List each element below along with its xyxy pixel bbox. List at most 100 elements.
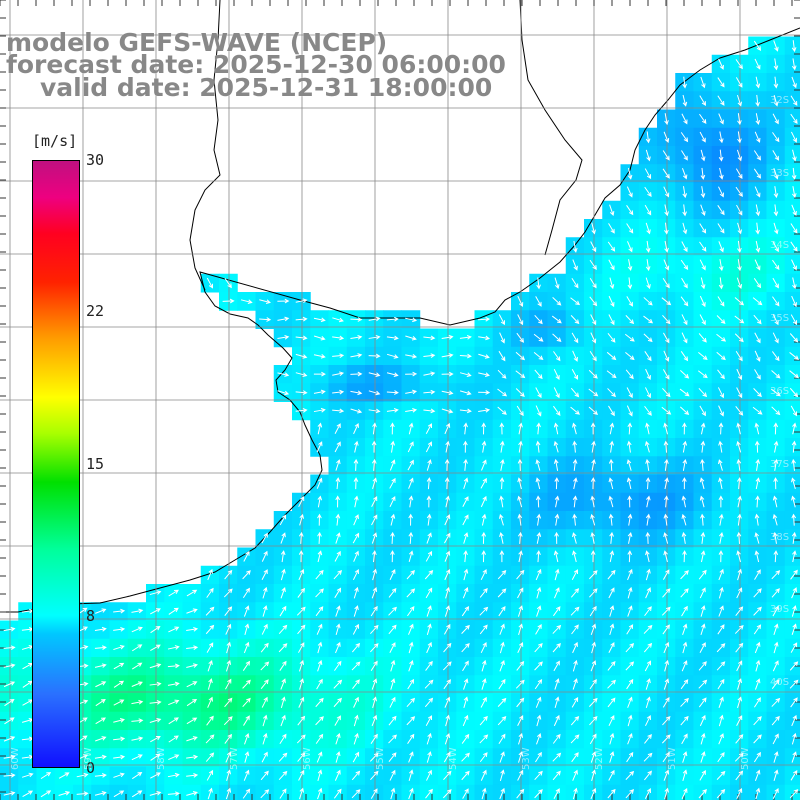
wind-arrow	[554, 696, 560, 709]
wind-arrow	[315, 569, 324, 580]
wind-arrow	[315, 606, 324, 617]
wind-arrow	[58, 772, 70, 779]
wind-arrow	[572, 532, 577, 544]
wind-arrow	[335, 513, 341, 526]
wind-arrow	[426, 623, 432, 636]
wind-arrow	[186, 589, 198, 597]
wind-arrow	[408, 751, 414, 763]
wind-arrow	[662, 314, 671, 325]
wind-arrow	[535, 624, 542, 635]
wind-arrow	[536, 531, 542, 544]
wind-arrow	[645, 277, 651, 290]
wind-arrow	[444, 605, 451, 617]
wind-arrow	[571, 569, 579, 580]
wind-arrow	[131, 662, 143, 670]
wind-arrow	[607, 569, 616, 580]
wind-arrow	[423, 389, 436, 395]
wind-arrow	[624, 333, 635, 342]
wind-arrow	[606, 351, 617, 361]
wind-arrow	[242, 587, 250, 599]
wind-arrow	[499, 495, 504, 508]
wind-arrow	[718, 149, 724, 162]
wind-arrow	[662, 588, 671, 598]
wind-arrow	[207, 678, 213, 690]
wind-arrow	[296, 734, 306, 744]
wind-arrow	[368, 334, 381, 340]
wind-arrow	[699, 223, 707, 234]
wind-arrow	[627, 241, 633, 253]
wind-arrow	[772, 531, 778, 544]
wind-arrow	[224, 733, 233, 744]
wind-arrow	[516, 569, 525, 580]
lon-label-58w: 58W	[156, 747, 167, 770]
wind-arrow	[242, 570, 251, 580]
wind-arrow	[279, 788, 287, 799]
wind-arrow	[789, 789, 799, 799]
wind-arrow	[663, 641, 670, 654]
wind-arrow	[536, 550, 541, 563]
wind-arrow	[295, 353, 308, 359]
wind-arrow	[718, 531, 724, 544]
wind-arrow	[681, 605, 688, 617]
lon-label-55w: 55W	[375, 747, 386, 770]
wind-arrow	[572, 495, 578, 508]
wind-arrow	[481, 678, 487, 690]
wind-arrow	[259, 317, 272, 322]
wind-cell	[784, 292, 800, 311]
wind-arrow	[698, 351, 708, 361]
wind-arrow	[718, 477, 723, 490]
wind-arrow	[426, 769, 432, 781]
wind-arrow	[737, 513, 742, 526]
wind-arrow	[186, 791, 198, 796]
wind-arrow	[295, 390, 308, 395]
wind-arrow	[353, 477, 359, 490]
wind-arrow	[497, 388, 508, 397]
wind-arrow	[609, 277, 615, 290]
wind-arrow	[426, 641, 432, 654]
wind-cell	[784, 657, 800, 676]
wind-arrow	[718, 113, 724, 125]
wind-arrow	[277, 334, 290, 340]
wind-arrow	[499, 531, 504, 544]
wind-arrow	[297, 624, 306, 635]
wind-arrow	[790, 95, 798, 106]
wind-arrow	[95, 681, 107, 688]
wind-arrow	[590, 495, 596, 508]
wind-arrow	[353, 550, 359, 562]
wind-arrow	[462, 587, 469, 599]
wind-arrow	[94, 663, 107, 668]
wind-arrow	[608, 714, 615, 727]
lon-label-60w: 60W	[10, 747, 21, 770]
wind-arrow	[479, 734, 489, 744]
wind-arrow	[718, 550, 724, 563]
wind-arrow	[386, 407, 399, 413]
wind-arrow	[790, 241, 798, 252]
wind-arrow	[222, 298, 235, 304]
wind-arrow	[753, 278, 762, 289]
wind-arrow	[242, 660, 251, 671]
wind-arrow	[644, 788, 651, 800]
wind-arrow	[516, 788, 525, 799]
wind-arrow	[389, 642, 396, 653]
wind-arrow	[408, 659, 414, 672]
wind-arrow	[625, 661, 635, 671]
wind-cell	[784, 36, 800, 56]
wind-arrow	[590, 660, 597, 672]
wind-arrow	[408, 623, 414, 635]
wind-arrow	[664, 222, 669, 235]
wind-cell	[784, 456, 800, 475]
wind-arrow	[534, 789, 543, 799]
wind-cell	[784, 766, 800, 786]
wind-arrow	[3, 791, 16, 796]
wind-arrow	[369, 752, 379, 762]
wind-arrow	[408, 641, 414, 654]
wind-arrow	[518, 751, 524, 763]
wind-arrow	[499, 751, 505, 763]
wind-arrow	[22, 790, 34, 798]
wind-arrow	[662, 387, 671, 398]
wind-arrow	[445, 586, 451, 599]
wind-arrow	[682, 94, 688, 107]
wind-arrow	[718, 422, 724, 435]
wind-arrow	[700, 605, 706, 617]
wind-arrow	[736, 204, 743, 216]
